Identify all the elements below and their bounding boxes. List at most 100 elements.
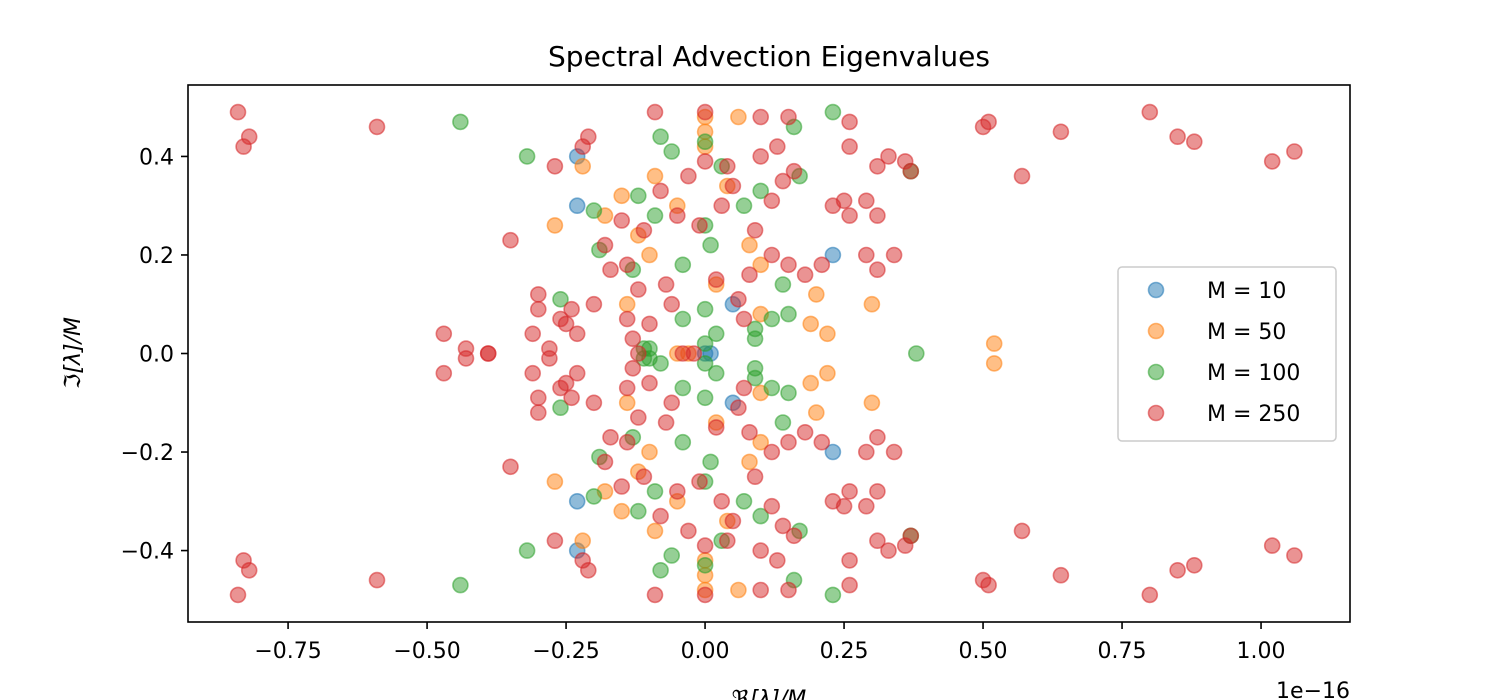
scatter-point-s3-84	[768, 552, 786, 569]
scatter-point-s3-102	[841, 483, 858, 500]
scatter-point-s3-87	[780, 108, 797, 126]
scatter-point-s2-31	[702, 236, 719, 254]
scatter-point-s2-4	[824, 103, 842, 121]
scatter-point-s3-148	[641, 374, 658, 392]
scatter-point-s2-43	[763, 310, 781, 328]
scatter-point-s3-136	[1169, 561, 1186, 579]
scatter-point-s3-34	[579, 128, 597, 145]
scatter-point-s3-160	[596, 453, 614, 471]
scatter-point-s3-123	[902, 162, 920, 180]
scatter-point-s2-22	[552, 399, 569, 417]
scatter-point-s3-144	[624, 359, 642, 377]
scatter-point-s2-23	[629, 187, 647, 205]
scatter-point-s3-40	[613, 212, 631, 229]
scatter-point-s3-42	[618, 256, 636, 274]
scatter-point-s3-28	[557, 315, 575, 333]
scatter-point-s1-19	[646, 522, 664, 540]
scatter-point-s3-103	[841, 138, 858, 155]
scatter-point-s3-58	[680, 167, 697, 185]
y-tick-label-1: −0.2	[121, 441, 174, 466]
scatter-point-s3-6	[368, 118, 386, 136]
y-tick-label-3: 0.2	[139, 244, 174, 269]
scatter-point-s3-112	[869, 483, 886, 500]
scatter-point-s3-153	[735, 310, 753, 328]
scatter-point-s3-104	[841, 552, 858, 569]
scatter-point-s3-15	[502, 458, 519, 476]
scatter-point-s3-114	[869, 428, 886, 446]
scatter-point-s3-38	[602, 261, 619, 279]
legend-marker-2	[1147, 363, 1165, 381]
scatter-point-s1-38	[985, 335, 1003, 352]
scatter-point-s3-57	[668, 483, 686, 500]
scatter-point-s3-155	[691, 217, 708, 234]
scatter-point-s1-44	[741, 236, 758, 254]
scatter-point-s3-70	[724, 512, 742, 530]
scatter-point-s3-36	[585, 295, 603, 313]
scatter-point-s3-51	[652, 507, 669, 525]
scatter-point-s3-162	[718, 532, 736, 550]
scatter-point-s2-62	[746, 359, 764, 377]
scatter-point-s3-120	[885, 443, 903, 461]
scatter-point-s3-48	[646, 103, 664, 121]
scatter-point-s3-113	[869, 261, 886, 279]
scatter-point-s3-92	[785, 527, 803, 545]
y-axis-ticks: −0.4 −0.2 0.0 0.2 0.4	[121, 145, 188, 565]
scatter-point-s1-28	[752, 256, 770, 274]
scatter-point-s3-23	[541, 350, 558, 367]
scatter-point-s3-88	[780, 581, 797, 599]
scatter-point-s1-35	[819, 364, 836, 382]
legend-marker-3	[1147, 404, 1165, 422]
scatter-point-s3-39	[602, 428, 619, 446]
x-tick-label-1: −0.50	[393, 639, 460, 664]
scatter-point-s2-12	[652, 561, 669, 579]
scatter-point-s2-60	[696, 355, 714, 372]
scatter-point-s3-8	[435, 325, 453, 343]
scatter-point-s3-49	[646, 586, 664, 604]
scatter-point-s3-1	[229, 586, 247, 604]
scatter-point-s3-45	[629, 409, 647, 426]
scatter-point-s2-11	[652, 128, 669, 145]
scatter-point-s3-157	[568, 325, 586, 343]
scatter-point-s3-44	[629, 281, 647, 298]
scatter-point-s2-24	[629, 502, 647, 520]
points-layer	[229, 103, 1303, 604]
legend-label-3: M = 250	[1207, 402, 1300, 427]
scatter-point-s0-5	[824, 443, 842, 461]
x-tick-label-0: −0.75	[254, 639, 321, 664]
scatter-point-s3-16	[529, 286, 547, 303]
scatter-point-s1-13	[613, 502, 631, 520]
x-tick-label-5: 0.50	[959, 639, 1008, 664]
legend-label-2: M = 100	[1207, 361, 1300, 386]
scatter-point-s1-30	[807, 286, 825, 303]
scatter-point-s3-13	[479, 345, 497, 362]
y-tick-label-4: 0.4	[139, 145, 174, 170]
x-axis-label: ℜ[λ]/M	[732, 687, 807, 700]
scatter-point-s3-154	[735, 379, 753, 397]
scatter-point-s3-74	[741, 423, 758, 441]
scatter-point-s3-63	[696, 153, 714, 170]
scatter-point-s3-35	[579, 561, 597, 579]
scatter-point-s3-95	[813, 256, 831, 274]
x-tick-label-4: 0.25	[820, 639, 869, 664]
scatter-point-s3-30	[563, 300, 580, 318]
scatter-point-s3-131	[1052, 123, 1070, 141]
scatter-point-s2-65	[652, 355, 669, 372]
scatter-point-s3-138	[1186, 556, 1203, 574]
scatter-point-s3-128	[980, 576, 997, 594]
scatter-point-s3-11	[457, 350, 475, 367]
scatter-point-s1-45	[741, 453, 758, 471]
scatter-point-s3-53	[657, 414, 675, 431]
scatter-point-s3-7	[368, 571, 386, 589]
scatter-point-s3-105	[841, 113, 858, 131]
scatter-point-s2-2	[518, 148, 536, 165]
scatter-point-s3-91	[785, 162, 803, 180]
scatter-point-s3-151	[763, 246, 781, 264]
scatter-point-s3-18	[529, 300, 547, 318]
scatter-point-s2-32	[702, 453, 719, 471]
scatter-point-s3-55	[663, 394, 681, 412]
scatter-point-s2-1	[452, 576, 469, 594]
scatter-point-s2-35	[735, 197, 753, 214]
legend-marker-0	[1147, 281, 1165, 299]
scatter-point-s1-5	[574, 532, 592, 550]
scatter-point-s2-36	[735, 492, 753, 510]
